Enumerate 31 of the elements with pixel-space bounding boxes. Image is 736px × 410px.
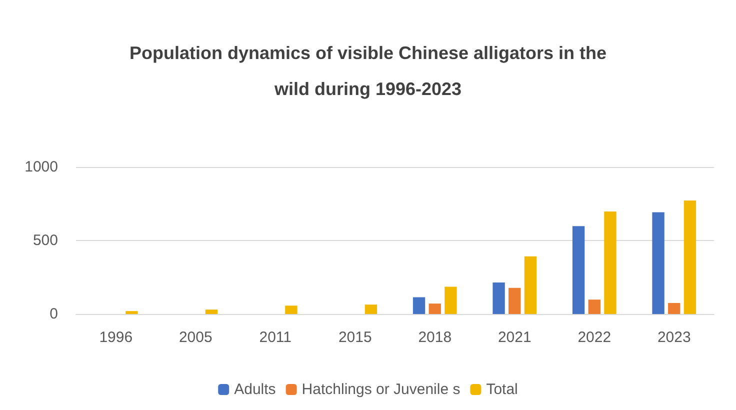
bar [126, 311, 138, 314]
bar [524, 256, 537, 314]
bar [364, 304, 378, 314]
x-tick-label: 2022 [578, 329, 612, 346]
bar [444, 286, 457, 314]
bar [588, 300, 600, 314]
bar [285, 306, 298, 314]
y-tick-label: 0 [50, 306, 58, 322]
x-tick-label: 2023 [657, 329, 691, 346]
bar [205, 310, 218, 314]
bar [412, 297, 426, 314]
y-tick-label: 1000 [24, 158, 58, 176]
y-tick-label: 500 [32, 232, 58, 249]
bar [684, 200, 696, 314]
bar [572, 226, 585, 314]
bar [508, 288, 521, 314]
x-tick-label: 2005 [178, 329, 212, 346]
bar [604, 212, 616, 314]
x-tick-label: 2018 [418, 329, 452, 346]
legend-label: Total [486, 381, 518, 398]
bar [492, 282, 505, 314]
x-tick-label: 2011 [259, 329, 292, 346]
x-tick-label: 2015 [338, 329, 372, 346]
bar [668, 302, 680, 314]
bar [428, 304, 441, 314]
x-tick-label: 2021 [498, 329, 532, 346]
x-tick-label: 1996 [99, 329, 133, 346]
legend-label: Adults [234, 381, 276, 398]
bar [652, 212, 664, 314]
legend-label: Hatchlings or Juvenile s [302, 381, 460, 398]
chart-title: Population dynamics of visible Chinese alligators in the wild during 1996-2023 [129, 43, 607, 99]
